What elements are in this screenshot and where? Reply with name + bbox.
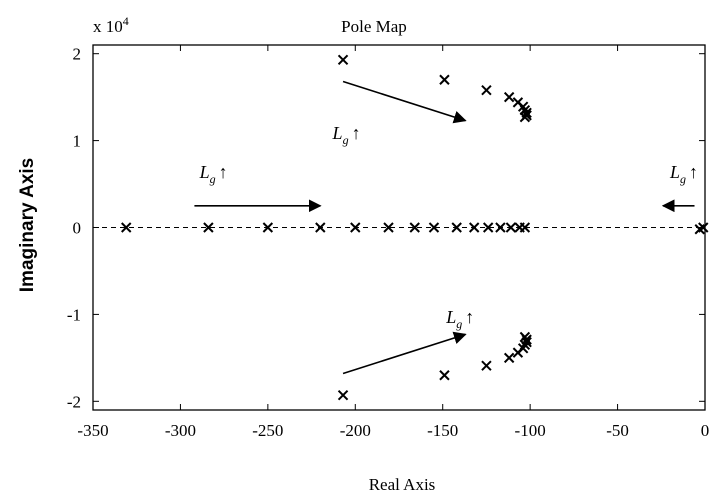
- pole-marker: [203, 222, 214, 233]
- pole-marker: [481, 84, 492, 96]
- annotation-label: Lg ↑: [445, 307, 474, 331]
- pole-marker: [698, 222, 709, 233]
- pole-marker: [505, 222, 517, 233]
- pole-marker: [503, 352, 515, 364]
- pole-marker: [121, 222, 132, 233]
- y-axis-label: Imaginary Axis: [17, 158, 38, 292]
- y-tick-label: -2: [67, 392, 81, 411]
- pole-marker: [519, 111, 531, 123]
- y-tick-label: -1: [67, 305, 81, 324]
- pole-marker: [262, 222, 274, 233]
- pole-marker: [409, 222, 420, 233]
- y-tick-label: 1: [73, 132, 82, 151]
- x-tick-label: -100: [515, 421, 546, 440]
- pole-marker: [503, 91, 515, 103]
- x-tick-label: -50: [606, 421, 629, 440]
- x-tick-label: -200: [340, 421, 371, 440]
- x-tick-label: -150: [427, 421, 458, 440]
- x-tick-label: 0: [701, 421, 710, 440]
- pole-marker: [383, 222, 394, 233]
- pole-marker: [337, 54, 349, 65]
- x-tick-label: -300: [165, 421, 196, 440]
- x-axis-label: Real Axis: [369, 475, 436, 494]
- y-tick-label: 0: [73, 219, 82, 238]
- annotation-arrow: [342, 331, 467, 375]
- annotation-label: Lg ↑: [332, 123, 361, 147]
- svg-text:x 104: x 104: [93, 14, 129, 36]
- y-exponent-base: x 10: [93, 17, 123, 36]
- pole-marker: [468, 222, 480, 233]
- pole-marker: [428, 222, 440, 233]
- y-exponent-power: 4: [123, 14, 129, 28]
- pole-marker: [439, 370, 450, 381]
- pole-marker: [451, 222, 462, 233]
- annotation-arrow: [342, 80, 467, 124]
- points-layer: [121, 54, 709, 401]
- pole-marker: [481, 360, 492, 371]
- pole-marker: [519, 331, 531, 343]
- chart-title: Pole Map: [341, 17, 407, 36]
- x-tick-label: -350: [77, 421, 108, 440]
- y-tick-label: 2: [73, 45, 82, 64]
- pole-marker: [337, 390, 349, 401]
- pole-marker: [350, 222, 361, 233]
- annotation-label: Lg ↑: [669, 162, 698, 186]
- pole-marker: [315, 222, 326, 233]
- annotation-label: Lg ↑: [199, 162, 228, 186]
- pole-marker: [495, 222, 506, 233]
- ticks-layer: -350 -300 -250 -200 -150 -100 -50 0 -2 -1 0 1 2: [67, 45, 709, 440]
- annotations-layer: Lg ↑ Lg ↑ Lg ↑ Lg ↑: [194, 80, 698, 375]
- pole-marker: [519, 222, 531, 233]
- x-tick-label: -250: [252, 421, 283, 440]
- pole-marker: [439, 74, 450, 85]
- pole-marker: [482, 222, 494, 233]
- y-exponent-label: x 104: [93, 14, 129, 36]
- plot-frame: [92, 44, 706, 411]
